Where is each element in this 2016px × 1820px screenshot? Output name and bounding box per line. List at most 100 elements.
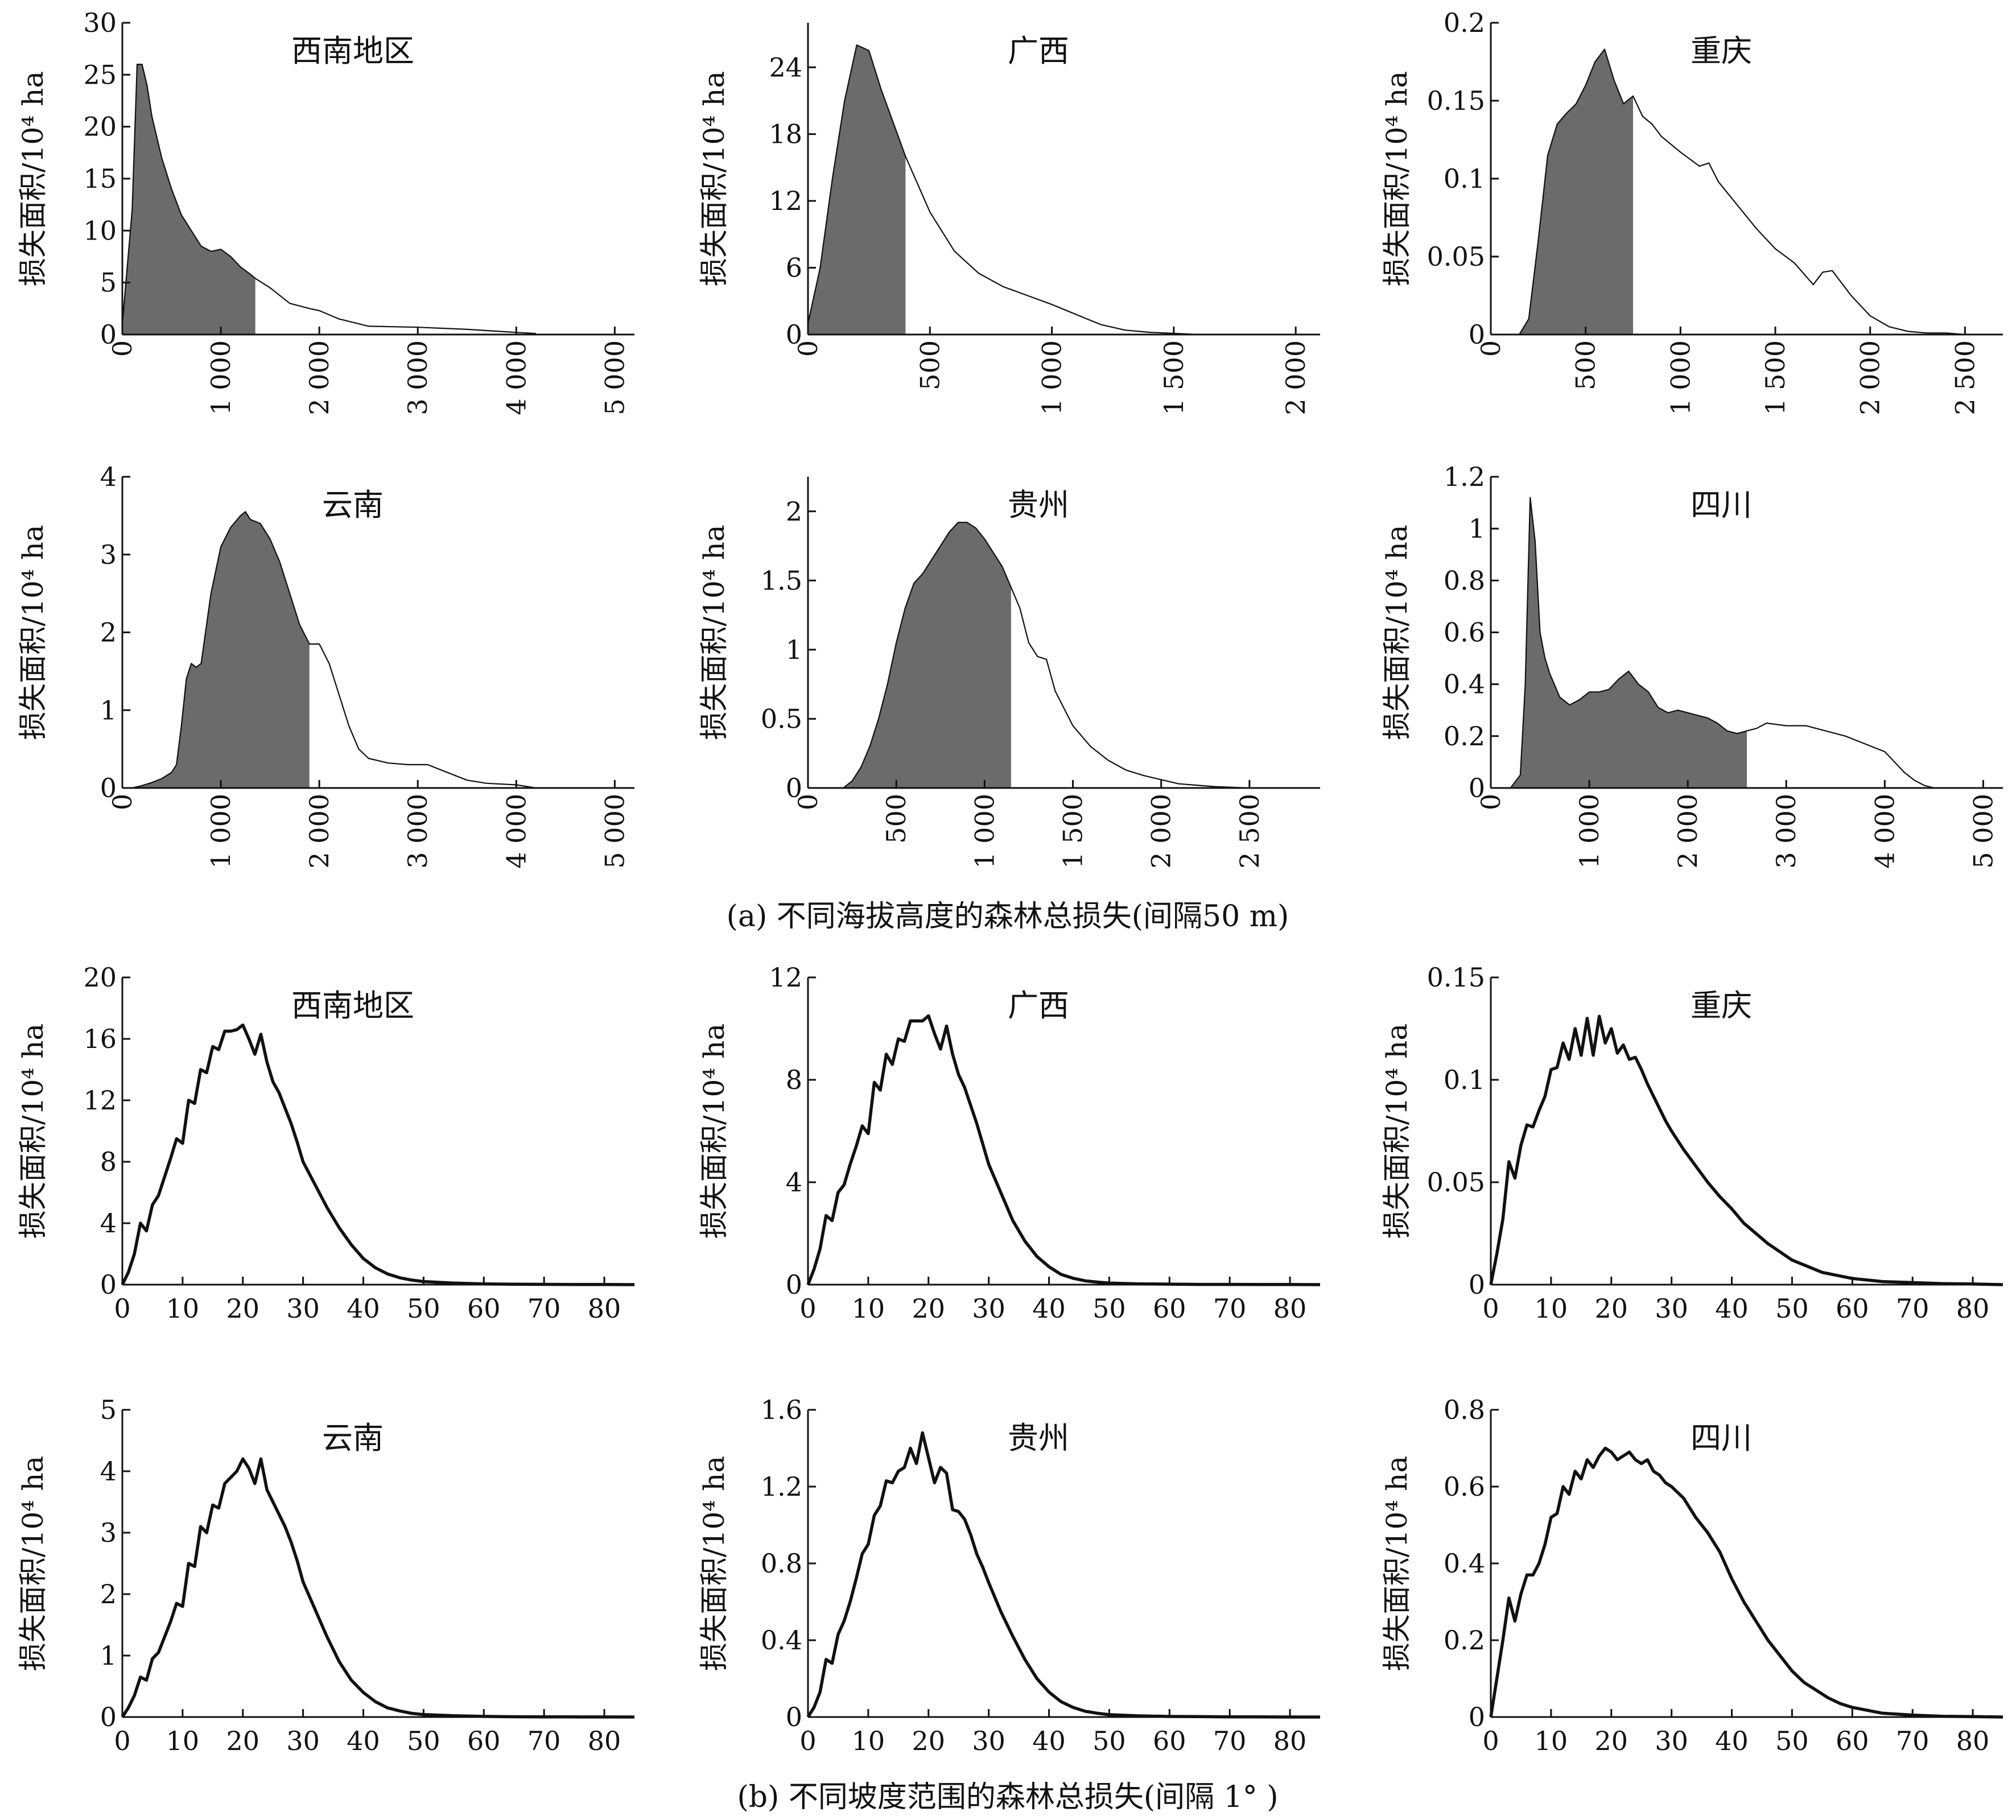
x-tick-label: 3 000: [402, 794, 433, 869]
y-tick-label: 0: [100, 1269, 117, 1300]
x-tick-label: 1 000: [969, 794, 1000, 869]
x-tick-label: 4 000: [501, 794, 531, 869]
x-tick-label: 0: [793, 794, 823, 810]
x-tick-label: 80: [1273, 1726, 1307, 1756]
x-tick-label: 500: [914, 340, 945, 390]
y-tick-label: 0.05: [1427, 241, 1485, 272]
x-tick-label: 50: [1775, 1726, 1809, 1756]
x-tick-label: 5 000: [599, 794, 630, 869]
x-tick-label: 20: [1594, 1726, 1628, 1756]
shaded-area: [1519, 49, 1633, 335]
chart-panel-4: 0 1 2 3 4 0 1 000 2 000 3 000 4 000 5 000 云南损失面积/10…: [17, 461, 634, 869]
y-tick-label: 5: [100, 1394, 117, 1425]
y-tick-label: 24: [769, 52, 802, 82]
chart-panel-12: 0 0.2 0.4 0.6 0.8 0 10 20 30 40 50 60 70 80 四川损失面积/10⁴…: [1380, 1394, 2003, 1756]
y-axis-label: 损失面积/10⁴ ha: [698, 1024, 731, 1239]
y-tick-label: 2: [100, 1579, 117, 1609]
x-tick-label: 80: [588, 1726, 621, 1756]
y-axis-label: 损失面积/10⁴ ha: [17, 1024, 50, 1239]
caption-b: (b) 不同坡度范围的森林总损失(间隔 1° ): [737, 1780, 1278, 1814]
y-tick-label: 0: [100, 773, 117, 803]
y-tick-label: 1.2: [761, 1471, 802, 1502]
x-tick-label: 1 000: [1665, 340, 1696, 415]
y-tick-label: 0: [1469, 319, 1485, 350]
y-tick-label: 0: [786, 1702, 802, 1732]
series-line: [121, 1023, 635, 1286]
x-tick-label: 10: [1535, 1293, 1568, 1324]
x-tick-label: 0: [793, 340, 823, 357]
x-tick-label: 2 000: [304, 340, 335, 415]
x-tick-label: 5 000: [599, 340, 630, 415]
y-tick-label: 30: [83, 7, 117, 38]
series-line: [1489, 1014, 2003, 1286]
y-tick-label: 8: [100, 1146, 117, 1177]
series-line: [806, 1014, 1321, 1286]
x-tick-label: 10: [1535, 1726, 1568, 1756]
series-line: [1510, 497, 1935, 789]
y-tick-label: 25: [83, 59, 117, 90]
x-tick-label: 70: [1896, 1293, 1930, 1324]
x-tick-label: 1 500: [1159, 340, 1189, 415]
series-line: [1519, 48, 1965, 336]
x-tick-label: 0: [107, 794, 138, 810]
y-tick-label: 1.2: [1444, 461, 1485, 492]
series-line: [1489, 1446, 2003, 1719]
caption-a: (a) 不同海拔高度的森林总损失(间隔50 m): [727, 899, 1289, 934]
y-tick-label: 0: [1469, 773, 1485, 803]
x-tick-label: 2 500: [1234, 794, 1265, 869]
y-axis-label: 损失面积/10⁴ ha: [1380, 525, 1413, 740]
y-tick-label: 5: [100, 267, 117, 298]
x-tick-label: 10: [852, 1293, 885, 1324]
y-axis-label: 损失面积/10⁴ ha: [698, 71, 731, 286]
chart-title: 四川: [1691, 1420, 1752, 1456]
y-tick-label: 0: [100, 319, 117, 350]
x-tick-label: 30: [1655, 1726, 1688, 1756]
y-tick-label: 20: [83, 962, 117, 993]
x-tick-label: 500: [881, 794, 912, 844]
x-tick-label: 1 000: [205, 794, 236, 869]
y-tick-label: 8: [786, 1064, 802, 1095]
y-tick-label: 0: [786, 773, 802, 803]
y-tick-label: 0.2: [1444, 7, 1485, 38]
x-tick-label: 20: [226, 1726, 259, 1756]
x-tick-label: 60: [467, 1726, 501, 1756]
x-tick-label: 40: [1032, 1293, 1066, 1324]
x-tick-label: 0: [799, 1726, 816, 1756]
y-tick-label: 0.8: [1444, 565, 1485, 596]
x-tick-label: 50: [407, 1726, 440, 1756]
x-tick-label: 5 000: [1968, 794, 1998, 869]
y-tick-label: 0: [1469, 1269, 1485, 1300]
x-tick-label: 1 500: [1058, 794, 1089, 869]
chart-title: 贵州: [1008, 487, 1069, 523]
x-tick-label: 60: [1836, 1293, 1869, 1324]
x-tick-label: 80: [1956, 1293, 1990, 1324]
x-tick-label: 70: [1213, 1293, 1247, 1324]
y-tick-label: 0.05: [1427, 1167, 1485, 1198]
y-tick-label: 0: [786, 319, 802, 350]
y-tick-label: 0.4: [761, 1625, 802, 1656]
x-tick-label: 4 000: [1869, 794, 1900, 869]
x-tick-label: 80: [1956, 1726, 1990, 1756]
x-tick-label: 3 000: [1771, 794, 1801, 869]
x-tick-label: 50: [1775, 1293, 1809, 1324]
y-tick-label: 20: [83, 112, 117, 142]
x-tick-label: 20: [912, 1293, 945, 1324]
y-tick-label: 15: [83, 163, 117, 194]
y-tick-label: 12: [769, 962, 802, 993]
y-tick-label: 0.15: [1427, 85, 1485, 116]
x-tick-label: 0: [107, 340, 138, 357]
y-tick-label: 0.1: [1444, 163, 1485, 194]
chart-panel-6: 0 0.2 0.4 0.6 0.8 1 1.2 0 1 000 2 000 3 000 4 000 5 …: [1380, 461, 2003, 869]
y-tick-label: 4: [100, 1456, 117, 1487]
x-tick-label: 2 000: [304, 794, 335, 869]
shaded-area: [1510, 497, 1747, 788]
x-tick-label: 1 500: [1760, 340, 1791, 415]
x-tick-label: 2 000: [1146, 794, 1177, 869]
y-tick-label: 12: [769, 185, 802, 216]
y-tick-label: 1: [100, 1640, 117, 1671]
chart-title: 云南: [322, 1420, 384, 1456]
